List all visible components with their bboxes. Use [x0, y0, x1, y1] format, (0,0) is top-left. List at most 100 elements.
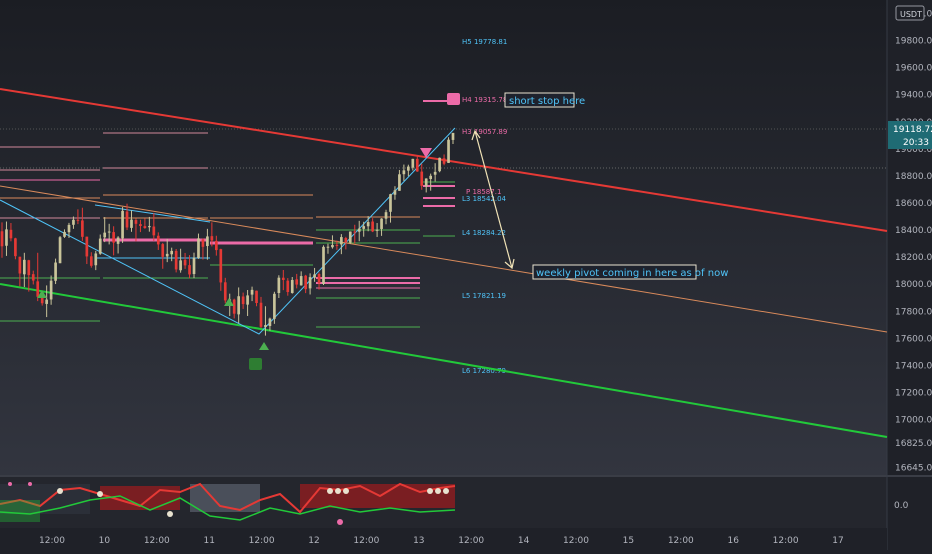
time-tick-label: 15	[623, 536, 634, 546]
candle	[9, 223, 13, 242]
candle-body	[214, 240, 218, 251]
price-tick-label: 18000.00	[895, 280, 932, 290]
candle-body	[45, 299, 48, 304]
candle-body	[348, 231, 352, 243]
candle	[89, 252, 93, 268]
candle-body	[58, 237, 62, 264]
candle	[398, 169, 401, 191]
candle-body	[415, 158, 419, 172]
time-tick-label: 12	[308, 536, 319, 546]
orange-trendline[interactable]	[0, 185, 888, 333]
candle	[112, 226, 115, 256]
time-tick-label: 13	[413, 536, 424, 546]
candle	[407, 164, 410, 177]
candle	[304, 274, 307, 294]
candle	[380, 218, 383, 236]
candle	[197, 233, 200, 259]
candle-body	[304, 275, 307, 290]
double-arrow[interactable]	[471, 129, 515, 270]
price-tick-label: 16825.00	[895, 439, 932, 449]
candle	[81, 207, 84, 241]
candlestick-series	[0, 132, 455, 336]
candle-body	[411, 158, 415, 168]
candle-body	[18, 256, 22, 274]
green-trendline[interactable]	[0, 283, 888, 438]
oscillator-indicator	[0, 482, 456, 525]
candle	[250, 286, 254, 302]
candle-body	[94, 253, 98, 266]
candle	[232, 298, 236, 319]
time-tick-label: 11	[203, 536, 214, 546]
time-tick-label: 12:00	[668, 536, 694, 546]
candle-body	[54, 262, 57, 281]
candle-body	[299, 276, 303, 286]
candle-body	[40, 297, 44, 304]
candle	[72, 216, 75, 229]
candle-body	[375, 229, 379, 231]
candle-body	[268, 318, 272, 327]
annotation-short-stop-text: short stop here	[509, 96, 585, 107]
candle-body	[290, 279, 294, 293]
pivot-label-l3: L3 18542.04	[462, 195, 507, 203]
candle-body	[63, 231, 66, 237]
price-tick-label: 19800.00	[895, 37, 932, 47]
candle	[67, 222, 71, 238]
annotation-short-stop[interactable]: short stop here	[504, 92, 585, 108]
candle-body	[438, 157, 441, 172]
candle-body	[183, 259, 187, 266]
candle	[393, 186, 397, 200]
time-axis[interactable]: 12:00 10 12:00 11 12:00 12 12:00 13 12:00 14 12:00…	[39, 536, 844, 546]
candle	[295, 273, 299, 289]
candle-body	[402, 170, 406, 175]
candle	[246, 290, 249, 316]
price-scale-background	[887, 0, 932, 550]
candle-body	[188, 265, 191, 275]
candle	[27, 259, 31, 292]
candle	[447, 137, 450, 163]
candle	[179, 248, 182, 273]
candle	[322, 245, 325, 285]
candle	[344, 236, 348, 250]
time-tick-label: 14	[518, 536, 530, 546]
candle	[22, 252, 26, 288]
candle-body	[152, 226, 156, 236]
candle-body	[206, 236, 209, 247]
candle	[255, 290, 258, 307]
candle	[63, 229, 66, 238]
candle-body	[344, 238, 348, 243]
price-tick-label: 19400.00	[895, 91, 932, 101]
candle-body	[277, 277, 281, 293]
candle-body	[273, 293, 276, 319]
time-tick-label: 17	[832, 536, 843, 546]
candle	[156, 232, 160, 250]
candle	[290, 277, 294, 294]
candle-body	[407, 166, 410, 171]
candle	[313, 267, 316, 282]
candle	[103, 217, 107, 243]
annotation-weekly-pivot[interactable]: weekly pivot coming in here as of now	[532, 264, 728, 280]
candle-body	[259, 302, 263, 327]
candle-body	[429, 175, 433, 180]
candle	[31, 270, 35, 285]
candle	[143, 218, 147, 229]
historical-pivot-bars	[0, 100, 455, 328]
currency-badge[interactable]	[895, 5, 925, 21]
candle	[206, 228, 209, 260]
candle	[165, 238, 169, 263]
time-tick-label: 10	[99, 536, 111, 546]
candle	[188, 255, 191, 279]
candle	[438, 157, 441, 173]
price-scale[interactable]: 20000.0019800.0019600.0019400.0019200.00…	[895, 10, 932, 474]
candle	[54, 258, 57, 285]
time-tick-label: 12:00	[773, 536, 799, 546]
candle-body	[295, 279, 299, 285]
candle	[116, 236, 120, 254]
candle-body	[371, 221, 374, 232]
candle	[49, 275, 53, 305]
candle-body	[197, 238, 200, 258]
cyan-upper-line[interactable]	[94, 204, 211, 223]
candle	[0, 222, 4, 258]
candle	[389, 193, 392, 223]
candle-body	[210, 236, 214, 241]
